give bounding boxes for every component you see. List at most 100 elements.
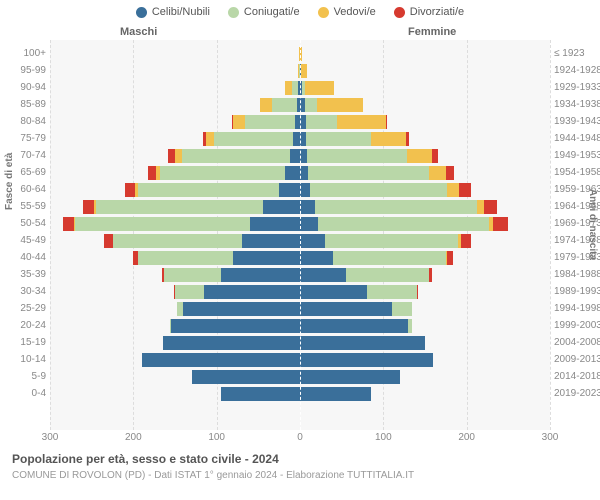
segment-d: [484, 200, 497, 214]
bars-female: [300, 336, 425, 350]
segment-m: [175, 285, 204, 299]
segment-w: [285, 81, 292, 95]
segment-w: [407, 149, 432, 163]
segment-d: [148, 166, 156, 180]
bars-female: [300, 217, 508, 231]
legend-item: Divorziati/e: [394, 6, 464, 18]
bars-male: [125, 183, 300, 197]
bars-male: [285, 81, 300, 95]
segment-s: [233, 251, 300, 265]
segment-w: [317, 98, 364, 112]
segment-s: [300, 370, 400, 384]
bars-male: [63, 217, 300, 231]
bars-male: [260, 98, 300, 112]
segment-d: [446, 166, 454, 180]
birth-label: 1954-1958: [554, 167, 600, 178]
age-label: 35-39: [10, 269, 46, 280]
segment-s: [300, 319, 408, 333]
segment-s: [300, 234, 325, 248]
bars-male: [203, 132, 300, 146]
age-label: 20-24: [10, 320, 46, 331]
birth-label: 1969-1973: [554, 218, 600, 229]
segment-m: [138, 251, 234, 265]
bars-female: [300, 319, 412, 333]
segment-m: [75, 217, 250, 231]
segment-s: [300, 336, 425, 350]
age-label: 90-94: [10, 82, 46, 93]
segment-s: [171, 319, 300, 333]
birth-label: 2014-2018: [554, 371, 600, 382]
segment-d: [125, 183, 135, 197]
segment-m: [333, 251, 445, 265]
segment-d: [168, 149, 175, 163]
age-label: 55-59: [10, 201, 46, 212]
segment-m: [308, 166, 429, 180]
segment-m: [367, 285, 417, 299]
segment-m: [325, 234, 458, 248]
segment-m: [305, 98, 317, 112]
segment-d: [459, 183, 471, 197]
bars-female: [300, 81, 334, 95]
x-tick: 200: [125, 432, 142, 443]
segment-m: [310, 183, 447, 197]
x-tick: 100: [375, 432, 392, 443]
birth-label: 2004-2008: [554, 337, 600, 348]
segment-m: [160, 166, 285, 180]
segment-s: [183, 302, 300, 316]
segment-s: [293, 132, 300, 146]
segment-w: [175, 149, 182, 163]
age-label: 70-74: [10, 150, 46, 161]
segment-m: [346, 268, 429, 282]
segment-s: [300, 387, 371, 401]
bars-male: [133, 251, 300, 265]
bars-female: [300, 370, 400, 384]
birth-label: 1989-1993: [554, 286, 600, 297]
segment-m: [315, 200, 477, 214]
bars-male: [142, 353, 300, 367]
segment-s: [300, 217, 318, 231]
age-label: 80-84: [10, 116, 46, 127]
bars-female: [300, 302, 412, 316]
age-label: 65-69: [10, 167, 46, 178]
legend-item: Coniugati/e: [228, 6, 300, 18]
segment-m: [177, 302, 184, 316]
bars-female: [300, 285, 418, 299]
segment-s: [300, 302, 392, 316]
segment-w: [429, 166, 446, 180]
segment-m: [272, 98, 297, 112]
segment-s: [300, 251, 333, 265]
bars-female: [300, 183, 471, 197]
bars-male: [168, 149, 300, 163]
segment-m: [182, 149, 290, 163]
bars-female: [300, 149, 438, 163]
segment-m: [392, 302, 413, 316]
header-female: Femmine: [408, 26, 456, 38]
birth-label: 1949-1953: [554, 150, 600, 161]
bars-male: [148, 166, 300, 180]
birth-label: 1959-1963: [554, 184, 600, 195]
segment-d: [432, 149, 439, 163]
segment-s: [279, 183, 300, 197]
bars-male: [104, 234, 300, 248]
segment-d: [493, 217, 508, 231]
bars-female: [300, 353, 433, 367]
x-tick: 200: [458, 432, 475, 443]
segment-s: [300, 183, 310, 197]
age-label: 25-29: [10, 303, 46, 314]
segment-d: [386, 115, 388, 129]
age-label: 45-49: [10, 235, 46, 246]
birth-label: 1924-1928: [554, 65, 600, 76]
segment-d: [83, 200, 95, 214]
legend-item: Celibi/Nubili: [136, 6, 210, 18]
birth-label: ≤ 1923: [554, 48, 600, 59]
bars-male: [192, 370, 300, 384]
segment-w: [371, 132, 406, 146]
birth-label: 1934-1938: [554, 99, 600, 110]
birth-label: 2019-2023: [554, 388, 600, 399]
header-male: Maschi: [120, 26, 157, 38]
segment-d: [104, 234, 112, 248]
bars-male: [177, 302, 300, 316]
legend-label: Coniugati/e: [244, 6, 300, 18]
age-label: 15-19: [10, 337, 46, 348]
segment-m: [245, 115, 295, 129]
